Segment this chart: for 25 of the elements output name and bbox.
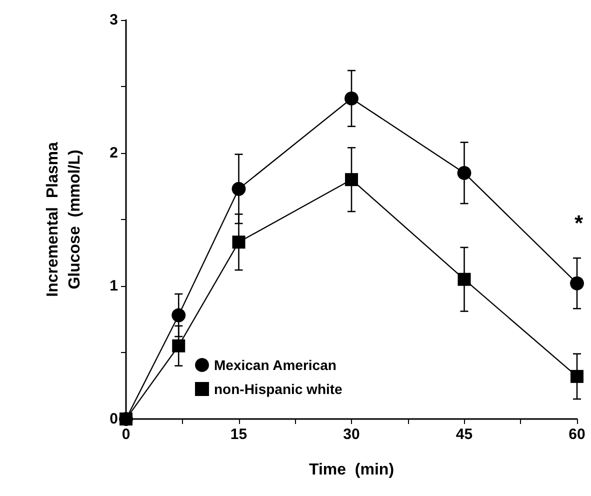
point xyxy=(172,308,186,322)
annotation: * xyxy=(574,210,584,236)
point xyxy=(570,370,584,383)
point xyxy=(345,173,358,186)
point xyxy=(458,272,471,286)
y-tick-label: 3 xyxy=(110,12,118,28)
point xyxy=(344,91,358,106)
y-axis-title: Incremental Plasma Glucose (mmol/L) xyxy=(44,142,84,297)
legend-label: non-Hispanic white xyxy=(214,381,343,397)
point xyxy=(570,276,584,290)
point xyxy=(457,166,472,180)
y-tick-label: 0 xyxy=(110,410,118,428)
y-tick-label: 2 xyxy=(110,144,118,162)
y-tick-label: 1 xyxy=(110,278,118,294)
point xyxy=(172,339,186,352)
point xyxy=(120,412,132,426)
point xyxy=(232,182,246,196)
point xyxy=(232,236,246,249)
legend-label: Mexican American xyxy=(214,357,336,373)
x-axis-title: Time (min) xyxy=(308,462,394,478)
x-tick-label: 15 xyxy=(230,426,248,443)
x-tick-label: 30 xyxy=(343,426,360,443)
x-tick-label: 45 xyxy=(456,426,473,443)
x-tick-label: 0 xyxy=(122,426,130,443)
x-tick-label: 60 xyxy=(568,426,586,443)
